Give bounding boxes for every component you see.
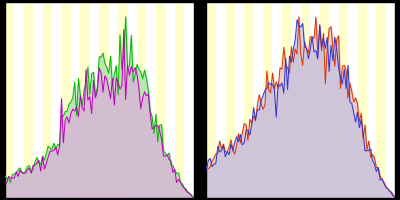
Bar <box>118 2 128 198</box>
Bar <box>206 2 216 198</box>
Bar <box>99 2 109 198</box>
Bar <box>338 2 348 198</box>
Bar <box>301 2 310 198</box>
Bar <box>244 2 254 198</box>
Bar <box>225 2 235 198</box>
Bar <box>62 2 71 198</box>
Bar <box>5 2 14 198</box>
Bar <box>42 2 52 198</box>
Bar <box>358 2 367 198</box>
Bar <box>156 2 165 198</box>
Bar <box>376 2 386 198</box>
Bar <box>137 2 146 198</box>
Bar <box>80 2 90 198</box>
Bar <box>282 2 291 198</box>
Bar <box>263 2 272 198</box>
Bar <box>175 2 184 198</box>
Bar <box>24 2 33 198</box>
Bar <box>320 2 329 198</box>
